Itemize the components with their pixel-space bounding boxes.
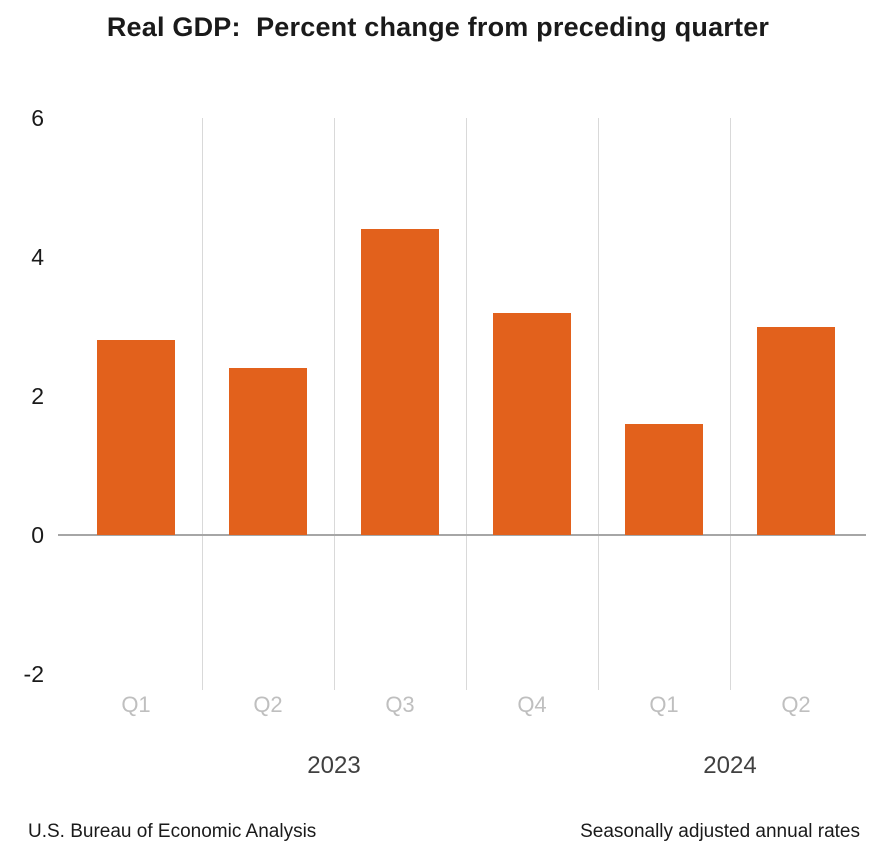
year-label: 2023 [307,752,361,779]
category-gridline [202,118,203,690]
bar-q1-2024 [625,423,703,535]
quarter-tick-label: Q3 [385,692,415,717]
y-tick-label: 4 [31,244,44,270]
footer-source: U.S. Bureau of Economic Analysis [28,821,317,842]
quarter-tick-label: Q1 [121,692,151,717]
bar-q2-2023 [229,368,307,535]
chart-footer: U.S. Bureau of Economic Analysis Seasona… [28,820,860,844]
year-label: 2024 [703,752,757,779]
y-tick-label: 0 [31,522,44,548]
y-tick-label: 6 [31,105,44,131]
zero-axis-line [58,534,866,536]
category-gridline [730,118,731,690]
bar-q3-2023 [361,229,439,535]
bar-q4-2023 [493,312,571,535]
y-tick-label: 2 [31,383,44,409]
bar-q2-2024 [757,326,835,535]
quarter-tick-label: Q2 [781,692,811,717]
category-gridline [334,118,335,690]
bar-q1-2023 [97,340,175,535]
quarter-tick-label: Q2 [253,692,283,717]
quarter-tick-label: Q1 [649,692,679,717]
quarter-tick-label: Q4 [517,692,547,717]
category-gridline [466,118,467,690]
y-tick-label: -2 [23,661,44,687]
chart-title: Real GDP: Percent change from preceding … [106,12,770,42]
category-gridline [598,118,599,690]
footer-note: Seasonally adjusted annual rates [580,821,860,842]
